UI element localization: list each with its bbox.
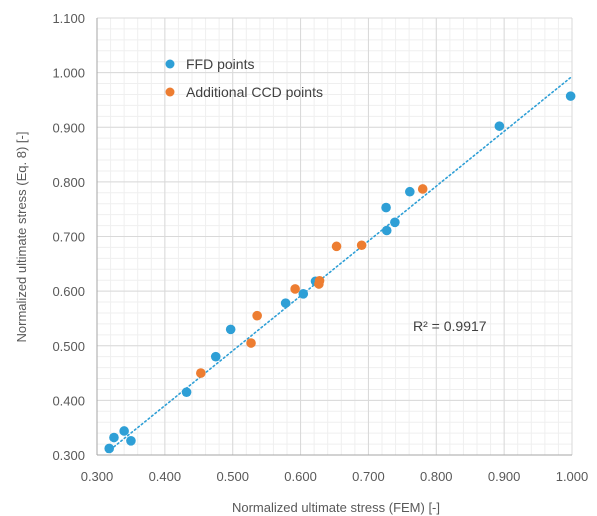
x-axis-title: Normalized ultimate stress (FEM) [-]: [232, 500, 440, 515]
legend-label-ccd: Additional CCD points: [186, 84, 323, 100]
y-tick-labels: 0.300 0.400 0.500 0.600 0.700 0.800 0.900 1.000…: [52, 11, 85, 463]
y-tick-label: 0.300: [52, 448, 85, 463]
x-tick-labels: 0.300 0.400 0.500 0.600 0.700 0.800 0.900 1.000: [81, 469, 589, 484]
ccd-data-point: [246, 338, 256, 348]
x-tick-label: 1.000: [556, 469, 589, 484]
ffd-data-point: [181, 387, 192, 397]
linear-trendline: [106, 75, 573, 454]
y-tick-label: 0.500: [52, 339, 85, 354]
y-tick-label: 0.600: [52, 284, 85, 299]
x-tick-label: 0.300: [81, 469, 114, 484]
y-tick-label: 0.900: [52, 120, 85, 135]
x-tick-label: 0.800: [420, 469, 453, 484]
y-tick-label: 0.400: [52, 393, 85, 408]
y-axis-title: Normalized ultimate stress (Eq. 8) [-]: [14, 132, 29, 343]
x-tick-label: 0.900: [488, 469, 521, 484]
ccd-data-point: [252, 310, 262, 321]
major-gridlines: [96, 17, 573, 456]
x-tick-label: 0.400: [149, 469, 182, 484]
legend: FFD points Additional CCD points: [165, 56, 323, 100]
ccd-data-point: [331, 241, 342, 252]
ffd-data-point: [126, 435, 136, 446]
legend-marker-ffd: [165, 59, 175, 69]
ffd-data-point: [390, 217, 400, 228]
ccd-data-point: [356, 240, 367, 251]
ccd-data-point: [314, 275, 325, 286]
x-tick-label: 0.600: [284, 469, 317, 484]
trendline-layer: [106, 75, 573, 454]
x-tick-label: 0.700: [352, 469, 385, 484]
ffd-data-point: [381, 225, 392, 236]
y-tick-label: 1.000: [52, 66, 85, 81]
y-tick-label: 0.700: [52, 230, 85, 245]
ffd-data-point: [494, 121, 505, 131]
legend-marker-ccd: [165, 87, 175, 97]
ffd-data-point: [225, 324, 236, 335]
ffd-data-point: [405, 186, 415, 197]
ccd-data-point: [196, 368, 206, 378]
ccd-data-point: [417, 184, 428, 194]
x-tick-label: 0.500: [216, 469, 249, 484]
legend-label-ffd: FFD points: [186, 56, 254, 72]
y-tick-label: 0.800: [52, 175, 85, 190]
ffd-data-point: [109, 432, 119, 443]
ffd-data-point: [381, 202, 391, 213]
ccd-data-point: [290, 284, 300, 294]
ffd-data-point: [280, 298, 291, 308]
ffd-data-point: [298, 289, 309, 299]
r-squared-annotation: R² = 0.9917: [413, 318, 487, 334]
ffd-data-point: [565, 91, 576, 101]
y-tick-label: 1.100: [52, 11, 85, 26]
ffd-data-point: [119, 426, 129, 436]
plot-axes: [96, 18, 572, 456]
ffd-data-point: [104, 443, 115, 454]
ffd-data-point: [210, 351, 221, 362]
data-points: [104, 91, 576, 454]
